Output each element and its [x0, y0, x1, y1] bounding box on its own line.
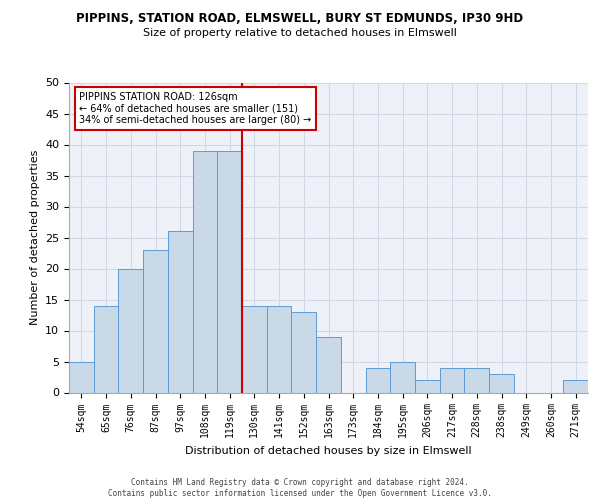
Bar — [143, 250, 168, 392]
Bar — [464, 368, 489, 392]
Text: PIPPINS, STATION ROAD, ELMSWELL, BURY ST EDMUNDS, IP30 9HD: PIPPINS, STATION ROAD, ELMSWELL, BURY ST… — [76, 12, 524, 26]
Bar — [118, 268, 143, 392]
Bar — [69, 362, 94, 392]
Bar — [94, 306, 118, 392]
Bar — [365, 368, 390, 392]
Y-axis label: Number of detached properties: Number of detached properties — [29, 150, 40, 325]
Bar — [193, 150, 217, 392]
Text: Size of property relative to detached houses in Elmswell: Size of property relative to detached ho… — [143, 28, 457, 38]
Text: PIPPINS STATION ROAD: 126sqm
← 64% of detached houses are smaller (151)
34% of s: PIPPINS STATION ROAD: 126sqm ← 64% of de… — [79, 92, 311, 125]
Bar — [489, 374, 514, 392]
Bar — [267, 306, 292, 392]
Bar — [292, 312, 316, 392]
Bar — [440, 368, 464, 392]
Bar — [563, 380, 588, 392]
Bar — [316, 336, 341, 392]
Bar — [217, 150, 242, 392]
Bar — [168, 232, 193, 392]
Bar — [242, 306, 267, 392]
Text: Contains HM Land Registry data © Crown copyright and database right 2024.
Contai: Contains HM Land Registry data © Crown c… — [108, 478, 492, 498]
X-axis label: Distribution of detached houses by size in Elmswell: Distribution of detached houses by size … — [185, 446, 472, 456]
Bar — [415, 380, 440, 392]
Bar — [390, 362, 415, 392]
